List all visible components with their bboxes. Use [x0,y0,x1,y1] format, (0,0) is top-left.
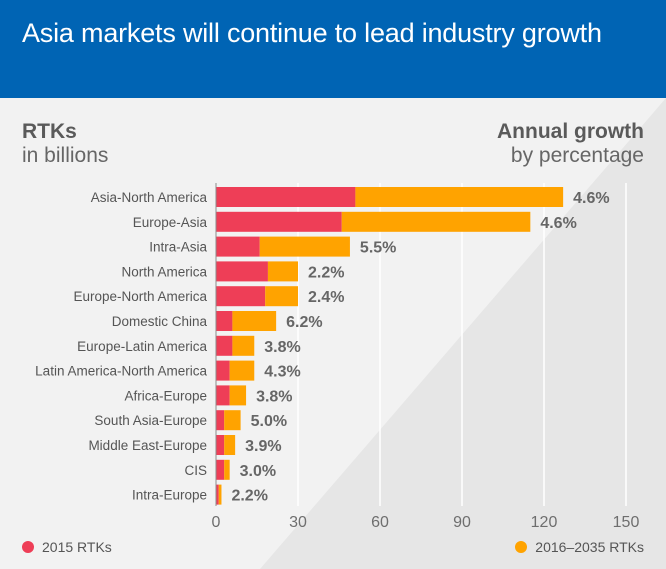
bar-2015 [216,286,266,307]
growth-units-title: Annual growth [497,120,644,143]
page-title: Asia markets will continue to lead indus… [22,18,602,48]
x-tick-label: 0 [212,514,221,531]
legend-future-label: 2016–2035 RTKs [535,539,644,555]
growth-label: 4.3% [264,364,300,381]
growth-label: 2.2% [231,488,267,505]
bar-2015 [216,484,219,505]
category-label: South Asia-Europe [94,413,207,428]
growth-label: 3.9% [245,438,281,455]
bar-2015 [216,459,225,480]
bar-future [232,335,255,356]
bar-future [224,410,241,431]
growth-label: 4.6% [573,190,609,207]
legend-2015-swatch [22,541,34,553]
category-label: North America [121,264,207,279]
bar-future [341,211,531,232]
bar-future [229,360,255,381]
header-banner: Asia markets will continue to lead indus… [0,0,666,98]
growth-label: 3.8% [264,339,300,356]
bar-future [267,261,298,282]
growth-label: 4.6% [540,215,576,232]
growth-label: 3.0% [240,463,276,480]
growth-label: 6.2% [286,314,322,331]
growth-label: 5.5% [360,240,396,257]
panel-background [260,98,666,569]
bar-future [224,459,230,480]
y-units-subtitle: in billions [22,144,109,167]
legend-future: 2016–2035 RTKs [515,539,644,555]
y-units-title: RTKs [22,120,77,143]
bar-future [355,187,564,207]
bar-future [224,435,236,455]
growth-label: 5.0% [251,413,287,430]
x-tick-label: 60 [371,514,389,531]
category-label: Middle East-Europe [88,438,207,453]
bar-2015 [216,211,342,232]
category-label: Asia-North America [91,190,208,205]
bar-2015 [216,261,268,282]
x-tick-label: 120 [531,514,558,531]
category-label: Domestic China [112,314,208,329]
bar-future [265,286,298,307]
bar-2015 [216,335,233,356]
category-label: CIS [184,463,207,478]
panel-diagonal-shade [260,98,666,569]
units-left: RTKs in billions [22,120,108,168]
bar-2015 [216,410,225,431]
bar-future [232,311,277,331]
bar-2015 [216,311,233,331]
growth-label: 2.2% [308,264,344,281]
category-label: Europe-Latin America [77,339,207,354]
bar-2015 [216,187,356,207]
bar-2015 [216,385,230,406]
category-label: Intra-Europe [132,488,207,503]
bar-2015 [216,360,230,381]
bar-future [259,236,350,257]
bar-2015 [216,236,260,257]
legend-2015-label: 2015 RTKs [42,539,112,555]
x-tick-label: 150 [613,514,640,531]
growth-label: 2.4% [308,289,344,306]
bar-future [229,385,247,406]
bar-future [218,484,222,505]
growth-units-subtitle: by percentage [510,144,644,167]
bar-2015 [216,435,225,455]
category-label: Africa-Europe [124,388,207,403]
legend-future-swatch [515,541,528,553]
category-label: Europe-Asia [133,215,208,230]
chart-panel [0,98,666,569]
x-tick-label: 90 [453,514,471,531]
x-tick-label: 30 [289,514,307,531]
category-label: Europe-North America [73,289,207,304]
category-label: Latin America-North America [35,364,207,379]
growth-label: 3.8% [256,388,292,405]
units-right: Annual growth by percentage [497,120,644,168]
legend-2015: 2015 RTKs [22,539,112,555]
category-label: Intra-Asia [149,240,207,255]
